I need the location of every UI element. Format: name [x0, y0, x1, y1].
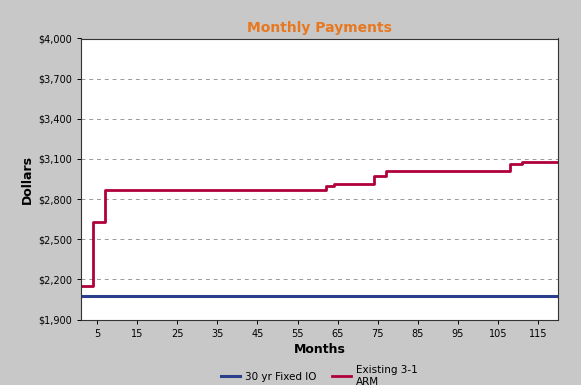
Existing 3-1
ARM — [518, 159, 525, 164]
Existing 3-1
ARM — [518, 162, 525, 167]
Existing 3-1
ARM — [506, 162, 513, 167]
Existing 3-1
ARM — [506, 169, 513, 173]
Existing 3-1
ARM — [102, 187, 109, 192]
Legend: 30 yr Fixed IO, Existing 3-1
ARM: 30 yr Fixed IO, Existing 3-1 ARM — [217, 361, 422, 385]
Existing 3-1
ARM — [322, 184, 329, 189]
Existing 3-1
ARM — [382, 174, 389, 179]
Title: Monthly Payments: Monthly Payments — [247, 20, 392, 35]
Existing 3-1
ARM — [102, 219, 109, 224]
Y-axis label: Dollars: Dollars — [21, 154, 34, 204]
Existing 3-1
ARM — [370, 174, 377, 179]
Existing 3-1
ARM — [90, 284, 97, 289]
Existing 3-1
ARM — [78, 284, 85, 289]
Existing 3-1
ARM — [90, 219, 97, 224]
X-axis label: Months: Months — [293, 343, 346, 356]
Existing 3-1
ARM — [330, 182, 337, 187]
Existing 3-1
ARM — [554, 159, 561, 164]
Existing 3-1
ARM — [322, 187, 329, 192]
Existing 3-1
ARM — [130, 187, 137, 192]
Existing 3-1
ARM — [382, 169, 389, 173]
Existing 3-1
ARM — [130, 187, 137, 192]
Line: Existing 3-1
ARM: Existing 3-1 ARM — [81, 162, 558, 286]
Existing 3-1
ARM — [330, 184, 337, 189]
Existing 3-1
ARM — [370, 182, 377, 187]
